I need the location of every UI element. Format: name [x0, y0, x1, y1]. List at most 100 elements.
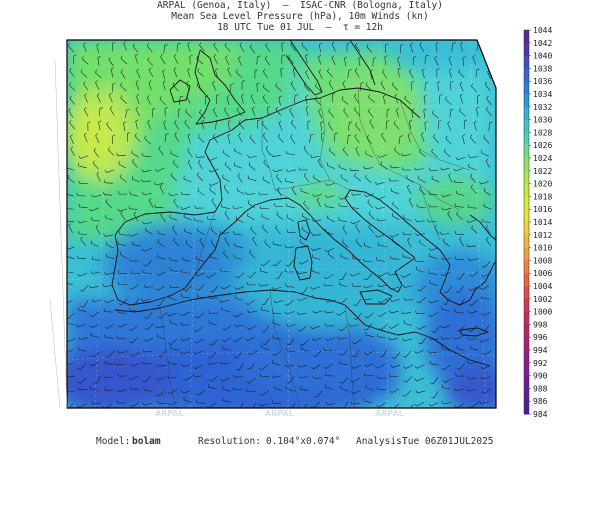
wind-barb — [245, 388, 256, 392]
wind-barb — [117, 350, 128, 354]
wind-barb — [468, 325, 477, 332]
wind-barb — [185, 240, 193, 249]
wind-barb — [340, 385, 349, 392]
wind-barb — [68, 223, 73, 233]
wind-barb — [129, 386, 139, 390]
wind-barb — [377, 283, 388, 288]
wind-barb — [194, 313, 205, 319]
wind-barb — [105, 214, 114, 221]
wind-barb — [221, 306, 230, 312]
wind-barb — [470, 173, 477, 183]
wind-barb — [429, 280, 438, 286]
wind-barb — [483, 203, 492, 210]
wind-barb — [391, 237, 399, 246]
wind-barb — [91, 401, 101, 405]
wind-barb — [77, 386, 87, 391]
wind-barb — [262, 176, 270, 184]
wind-barb — [96, 93, 102, 103]
wind-barb — [221, 285, 231, 290]
wind-barb — [376, 402, 386, 408]
wind-barb — [328, 108, 335, 118]
wind-barb — [248, 162, 256, 171]
wind-barb — [401, 311, 411, 315]
wind-barb — [169, 256, 179, 262]
wind-barb — [118, 230, 128, 236]
wind-barb — [311, 232, 321, 236]
watermark-logo: ARPAL — [265, 409, 294, 418]
wind-barb — [480, 312, 491, 316]
wind-barb — [227, 133, 231, 144]
wind-barb — [89, 207, 99, 212]
wind-barb — [219, 299, 230, 303]
wind-barb — [76, 255, 87, 260]
wind-barb — [428, 247, 439, 251]
wind-barb — [129, 284, 139, 290]
wind-barb — [131, 150, 139, 158]
wind-barb — [146, 95, 151, 106]
wind-barb — [265, 145, 271, 156]
wind-barb — [130, 352, 140, 357]
wind-barb — [428, 270, 438, 275]
wind-barb — [233, 374, 243, 378]
wind-barb — [83, 107, 89, 117]
colorbar-label: 1042 — [533, 39, 552, 48]
wind-barb — [403, 215, 412, 222]
wind-barb — [303, 172, 310, 183]
wind-barb — [144, 323, 154, 330]
wind-barb — [212, 80, 217, 91]
wind-barb — [196, 82, 203, 92]
wind-barb — [181, 256, 191, 262]
wind-barb — [305, 53, 309, 64]
watermarks: ARPAL ARPAL ARPAL — [155, 409, 404, 418]
wind-barb — [297, 364, 308, 368]
wind-barb — [394, 146, 401, 156]
wind-barb — [454, 256, 465, 260]
wind-barb — [259, 373, 269, 378]
wind-barb — [250, 94, 256, 104]
wind-barb — [402, 390, 411, 397]
wind-barb — [67, 403, 74, 408]
wind-barb — [129, 325, 139, 331]
colorbar-swatch — [524, 81, 529, 95]
wind-barb — [232, 387, 242, 391]
wind-barb — [93, 376, 101, 384]
wind-barb — [172, 159, 179, 169]
wind-barb — [233, 230, 243, 236]
wind-barb — [199, 42, 205, 52]
wind-barb — [260, 306, 270, 312]
colorbar-label: 1000 — [533, 308, 552, 317]
wind-barb — [158, 350, 166, 358]
wind-barb — [77, 346, 87, 352]
wind-barb — [428, 191, 438, 195]
wind-barb — [83, 81, 89, 91]
wind-barb — [374, 181, 385, 185]
wind-barb — [472, 54, 476, 65]
wind-barb — [312, 193, 322, 197]
wind-barb — [213, 54, 218, 64]
wind-barb — [103, 374, 113, 378]
wind-barb — [298, 167, 308, 171]
wind-barb — [458, 69, 465, 78]
wind-barb — [197, 187, 205, 196]
colorbar-label: 1024 — [533, 154, 552, 163]
wind-barb — [366, 43, 373, 53]
colorbar-swatch — [524, 209, 529, 223]
wind-barb — [235, 402, 244, 408]
wind-barb — [164, 107, 168, 117]
wind-barb — [90, 270, 101, 274]
wind-barb — [249, 249, 256, 259]
wind-barb — [87, 121, 91, 131]
wind-barb — [90, 240, 99, 247]
wind-barb — [273, 300, 284, 304]
wind-barb — [221, 337, 232, 343]
colorbar-swatch — [524, 286, 529, 300]
colorbar-label: 1020 — [533, 180, 552, 189]
colorbar-swatch — [524, 106, 529, 121]
wind-barb — [77, 272, 88, 277]
wind-barb — [172, 225, 178, 235]
wind-barb — [453, 387, 464, 392]
wind-barb — [67, 373, 75, 378]
wind-barb — [402, 231, 413, 236]
wind-barb — [247, 271, 257, 278]
wind-barb — [142, 191, 152, 195]
